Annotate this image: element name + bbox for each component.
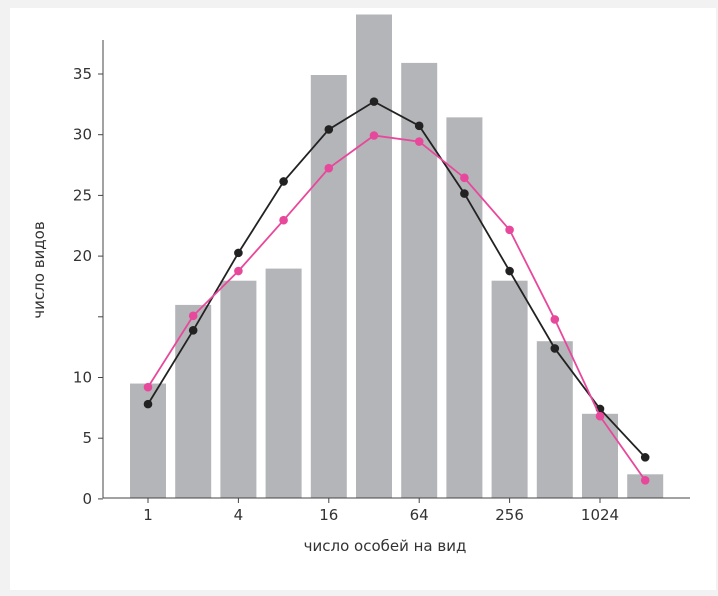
series-point <box>550 344 560 353</box>
y-tick-label: 30 <box>73 126 92 144</box>
series-line <box>147 100 646 458</box>
series-point <box>505 225 514 235</box>
bar <box>401 62 438 499</box>
y-tick-label: 35 <box>73 65 92 83</box>
y-axis-label: число видов <box>30 221 48 318</box>
y-tick-label: 0 <box>82 490 92 508</box>
series-point <box>550 315 560 324</box>
series-point <box>279 177 288 186</box>
lines-layer <box>143 97 650 485</box>
x-tick-label: 16 <box>319 506 338 524</box>
x-tick-label: 1024 <box>581 506 619 524</box>
bar <box>356 14 392 498</box>
x-tick-label: 256 <box>495 506 524 524</box>
y-tick-label: 25 <box>73 186 92 204</box>
bar <box>491 280 528 498</box>
series-point <box>595 411 605 421</box>
series-point <box>143 399 153 409</box>
series-point <box>188 326 198 335</box>
series-point <box>640 453 650 462</box>
series-point <box>505 266 514 276</box>
x-tick-label: 64 <box>410 506 429 524</box>
series-point <box>640 476 650 485</box>
y-tick-label: 10 <box>73 369 92 387</box>
series-point <box>188 311 198 321</box>
bar <box>265 268 302 498</box>
series-point <box>414 137 424 146</box>
x-ticks-layer: 1 4 16 64 256 1024 <box>143 498 619 524</box>
series-point <box>324 125 334 134</box>
series-point <box>369 131 379 140</box>
x-tick-label: 4 <box>234 506 244 524</box>
bar <box>582 413 618 498</box>
series-point <box>324 163 334 173</box>
series-line <box>147 134 646 481</box>
series-point <box>234 266 243 276</box>
bars-layer <box>130 14 664 499</box>
chart-figure: 35 30 25 20 10 5 0 1 4 16 64 256 1024 число особей … <box>10 8 716 590</box>
x-axis-label: число особей на вид <box>304 537 467 555</box>
y-ticks-layer: 35 30 25 20 10 5 0 <box>73 65 103 508</box>
species-abundance-chart: 35 30 25 20 10 5 0 1 4 16 64 256 1024 число особей … <box>30 14 690 555</box>
series-point <box>460 173 469 183</box>
bar <box>310 75 347 498</box>
series-point <box>143 382 153 392</box>
series-point <box>414 121 424 131</box>
x-tick-label: 1 <box>143 506 153 524</box>
series-point <box>369 97 379 106</box>
y-tick-label: 5 <box>82 429 92 447</box>
axes-layer <box>102 40 690 499</box>
series-point <box>279 215 288 225</box>
series-point <box>460 189 469 198</box>
y-tick-label: 20 <box>73 247 92 265</box>
bar <box>175 304 212 498</box>
series-point <box>234 248 243 258</box>
bar <box>220 280 257 498</box>
bar <box>536 341 573 498</box>
bar <box>627 474 664 498</box>
